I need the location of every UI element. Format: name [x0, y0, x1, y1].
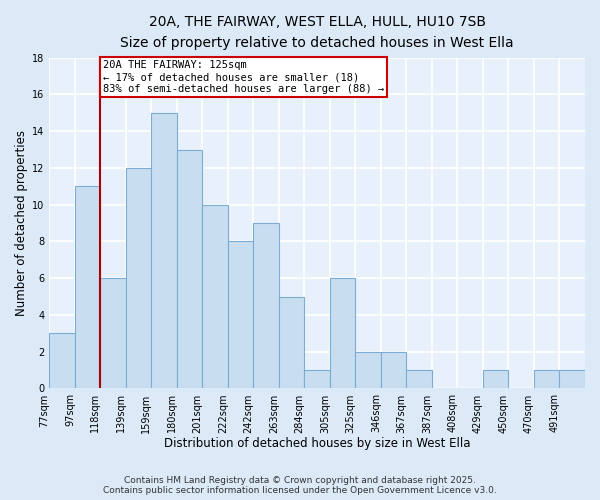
Bar [406, 370, 432, 388]
Bar [126, 168, 151, 388]
Bar [559, 370, 585, 388]
Y-axis label: Number of detached properties: Number of detached properties [15, 130, 28, 316]
Text: Contains HM Land Registry data © Crown copyright and database right 2025.
Contai: Contains HM Land Registry data © Crown c… [103, 476, 497, 495]
Bar [253, 223, 279, 388]
Bar [151, 113, 177, 388]
Bar [355, 352, 381, 389]
Bar [483, 370, 508, 388]
Text: 20A THE FAIRWAY: 125sqm
← 17% of detached houses are smaller (18)
83% of semi-de: 20A THE FAIRWAY: 125sqm ← 17% of detache… [103, 60, 384, 94]
Title: 20A, THE FAIRWAY, WEST ELLA, HULL, HU10 7SB
Size of property relative to detache: 20A, THE FAIRWAY, WEST ELLA, HULL, HU10 … [121, 15, 514, 50]
X-axis label: Distribution of detached houses by size in West Ella: Distribution of detached houses by size … [164, 437, 470, 450]
Bar [228, 242, 253, 388]
Bar [279, 296, 304, 388]
Bar [75, 186, 100, 388]
Bar [330, 278, 355, 388]
Bar [304, 370, 330, 388]
Bar [177, 150, 202, 388]
Bar [202, 204, 228, 388]
Bar [49, 334, 75, 388]
Bar [100, 278, 126, 388]
Bar [534, 370, 559, 388]
Bar [381, 352, 406, 389]
